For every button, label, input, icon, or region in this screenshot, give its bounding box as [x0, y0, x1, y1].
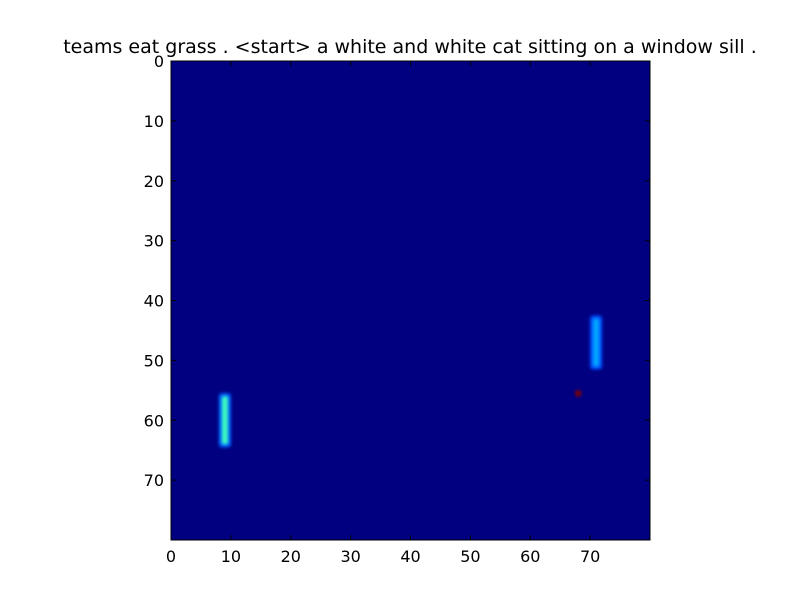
heatmap-cell: [593, 318, 600, 367]
y-tick-label: 50: [144, 351, 164, 370]
y-tick-label: 10: [144, 112, 164, 131]
y-tick-label: 0: [154, 52, 164, 71]
heatmap-background: [171, 61, 650, 540]
y-tick-label: 60: [144, 411, 164, 430]
y-tick-label: 70: [144, 471, 164, 490]
x-tick-label: 40: [400, 547, 420, 566]
axis-ticks: 0 10 20 30 40 50 60 70 0 10 20 30 40 50 60 70: [144, 52, 650, 566]
x-tick-label: 50: [460, 547, 480, 566]
heatmap-cell: [221, 396, 228, 445]
x-tick-label: 60: [520, 547, 540, 566]
y-tick-label: 40: [144, 292, 164, 311]
x-tick-label: 20: [281, 547, 301, 566]
x-tick-label: 0: [166, 547, 176, 566]
y-tick-label: 30: [144, 232, 164, 251]
x-tick-label: 10: [221, 547, 241, 566]
x-tick-label: 30: [340, 547, 360, 566]
x-tick-label: 70: [580, 547, 600, 566]
plot-area: [170, 60, 651, 541]
chart-title: teams eat grass . <start> a white and wh…: [63, 36, 757, 58]
y-tick-label: 20: [144, 172, 164, 191]
heatmap-cell: [575, 390, 582, 397]
